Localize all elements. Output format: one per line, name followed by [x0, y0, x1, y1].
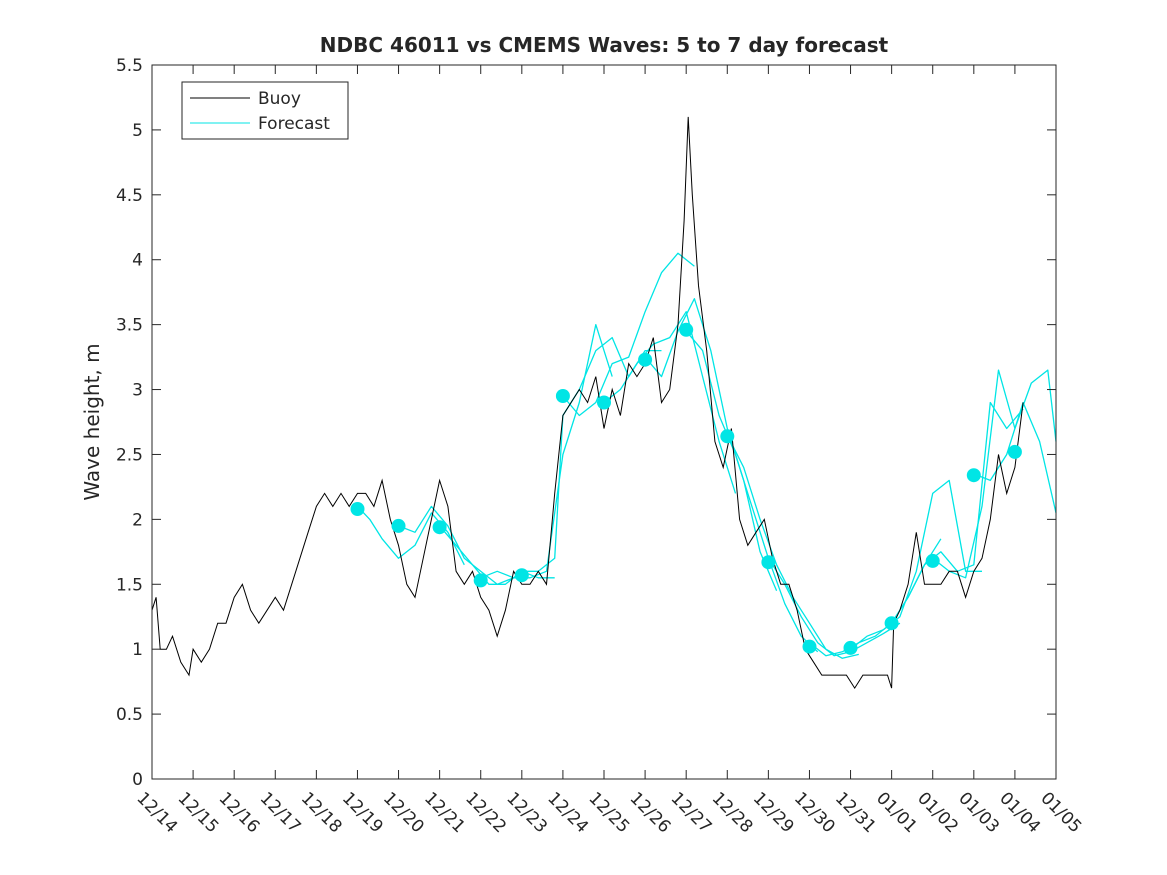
legend-box [181, 81, 349, 140]
forecast-point [350, 502, 365, 516]
forecast-point [843, 640, 858, 655]
forecast-series-line [439, 525, 555, 585]
forecast-series-line [398, 505, 514, 585]
forecast-point [432, 520, 447, 535]
y-tick-label: 2.5 [116, 445, 143, 465]
forecast-point [720, 429, 735, 444]
y-axis: 0 0.5 1 1.5 2 2.5 3 3.5 4 4.5 5 5.5 [116, 56, 1056, 790]
forecast-markers [350, 322, 1022, 655]
forecast-point [391, 518, 406, 533]
forecast-series-line [644, 298, 778, 592]
forecast-series-line [973, 401, 1057, 514]
y-tick-label: 1.5 [116, 575, 143, 595]
forecast-series-line [562, 252, 695, 417]
y-tick-label: 1 [132, 640, 143, 660]
forecast-point [802, 639, 817, 654]
y-axis-label: Wave height, m [80, 343, 104, 500]
forecast-point [1007, 444, 1022, 459]
forecast-series-line [767, 557, 901, 657]
plot-area [152, 65, 1056, 779]
y-tick-label: 3 [132, 381, 143, 401]
legend: Buoy Forecast [181, 81, 349, 140]
forecast-series-line [685, 330, 819, 653]
forecast-point [761, 555, 776, 570]
y-tick-label: 4.5 [116, 186, 143, 206]
y-tick-label: 5 [132, 121, 143, 141]
y-tick-label: 0 [132, 770, 143, 790]
forecast-point [884, 616, 899, 631]
y-tick-label: 0.5 [116, 705, 143, 725]
forecast-point [555, 389, 570, 403]
buoy-series-line [151, 116, 1024, 690]
forecast-series-line [850, 479, 982, 650]
y-tick-label: 3.5 [116, 316, 143, 336]
forecast-point [597, 395, 611, 410]
forecast-point [473, 573, 488, 588]
forecast-point [679, 322, 694, 337]
forecast-point [638, 352, 653, 367]
forecast-series-line [932, 369, 1057, 579]
forecast-point [966, 468, 981, 483]
y-tick-label: 2 [132, 510, 143, 530]
chart-title: NDBC 46011 vs CMEMS Waves: 5 to 7 day fo… [320, 33, 889, 57]
forecast-series-line [480, 323, 613, 579]
y-tick-label: 5.5 [116, 56, 143, 76]
forecast-point [925, 553, 940, 568]
legend-buoy-label: Buoy [258, 89, 301, 109]
forecast-point [514, 568, 529, 583]
buoy-series [151, 116, 1024, 690]
y-tick-label: 4 [132, 251, 143, 271]
legend-forecast-label: Forecast [258, 114, 330, 134]
